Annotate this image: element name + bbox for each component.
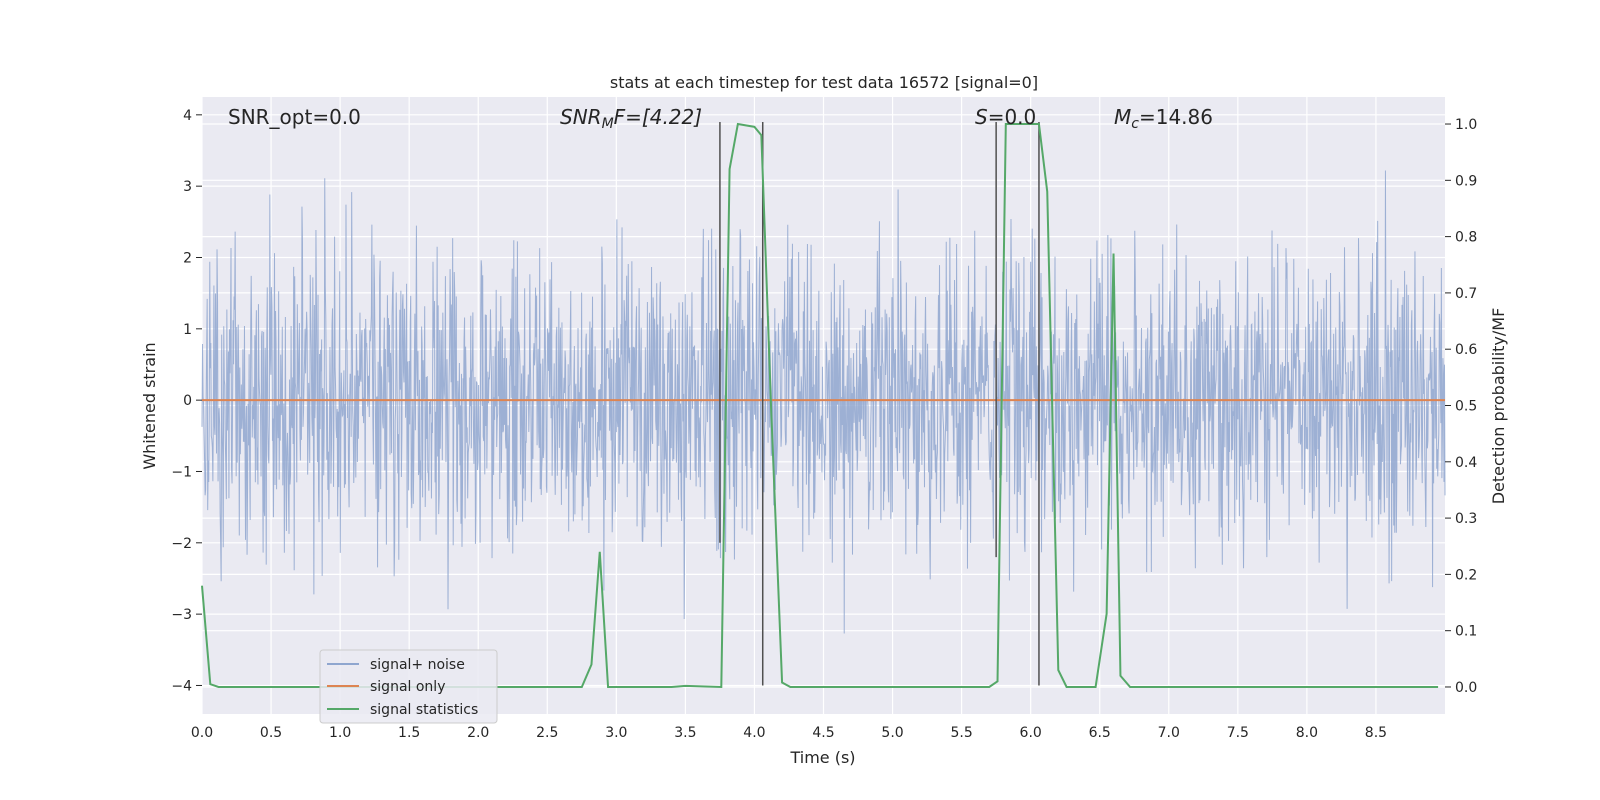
signal-plus-noise-line: [201, 170, 1446, 634]
x-tick-label: 6.0: [1020, 725, 1042, 741]
x-axis-ticks: 0.0 0.5 1.0 1.5 2.0 2.5 3.0 3.5 4.0 4.5 5.0 5.5 6.0 6…: [191, 725, 1387, 741]
y2-tick-label: 0.5: [1455, 399, 1477, 415]
x-tick-label: 8.5: [1365, 725, 1387, 741]
y2-tick-label: 0.8: [1455, 230, 1477, 246]
annotation-s-symbol: S: [975, 105, 988, 129]
vertical-markers: [719, 121, 1040, 686]
y2-tick-label: 0.7: [1455, 286, 1477, 302]
legend-label-signal-plus-noise: signal+ noise: [370, 657, 465, 673]
x-tick-label: 0.0: [191, 725, 213, 741]
y-axis-ticks-left: 4 3 2 1 0 −1 −2 −3 −4: [171, 108, 202, 694]
x-tick-label: 2.5: [536, 725, 558, 741]
annotation-snr-mf-subscript: M: [602, 116, 614, 132]
annotation-snr-mf: SNRMF=[4.22]: [560, 105, 702, 132]
y-tick-label: −4: [171, 678, 192, 694]
x-tick-label: 3.5: [674, 725, 696, 741]
legend-label-signal-statistics: signal statistics: [370, 702, 478, 718]
chart-title: stats at each timestep for test data 165…: [610, 73, 1038, 92]
grid: [201, 97, 1445, 714]
y-tick-label: −1: [171, 464, 192, 480]
annotation-snr-mf-symbol: SNR: [560, 105, 602, 129]
x-tick-label: 8.0: [1296, 725, 1318, 741]
y2-tick-label: 0.0: [1455, 680, 1477, 696]
annotation-mc-subscript: c: [1131, 116, 1139, 132]
annotation-snr-opt: SNR_opt=0.0: [228, 105, 361, 129]
annotation-s: S=0.0: [975, 105, 1036, 129]
y2-tick-label: 0.6: [1455, 342, 1477, 358]
x-tick-label: 3.0: [605, 725, 627, 741]
series-signal-statistics: [201, 122, 1439, 689]
y2-tick-label: 0.9: [1455, 173, 1477, 189]
x-tick-label: 5.0: [881, 725, 903, 741]
y-tick-label: 0: [183, 393, 192, 409]
y-axis-label-left: Whitened strain: [140, 342, 159, 469]
annotation-snr-mf-f: F=[4.22]: [614, 105, 702, 129]
x-tick-label: 6.5: [1089, 725, 1111, 741]
x-tick-label: 5.5: [950, 725, 972, 741]
y2-tick-label: 0.2: [1455, 567, 1477, 583]
x-tick-label: 7.5: [1227, 725, 1249, 741]
y2-tick-label: 0.3: [1455, 511, 1477, 527]
y-tick-label: −3: [171, 607, 192, 623]
y-tick-label: 3: [183, 179, 192, 195]
y-axis-ticks-right: 1.0 0.9 0.8 0.7 0.6 0.5 0.4 0.3 0.2 0.1 0.0: [1445, 117, 1477, 696]
y-tick-label: 2: [183, 250, 192, 266]
series-signal-plus-noise: [201, 170, 1446, 634]
x-tick-label: 7.0: [1158, 725, 1180, 741]
signal-statistics-line: [201, 122, 1439, 689]
x-axis-label: Time (s): [789, 748, 855, 767]
y2-tick-label: 0.1: [1455, 624, 1477, 640]
x-tick-label: 4.5: [812, 725, 834, 741]
y-tick-label: 1: [183, 322, 192, 338]
y-tick-label: −2: [171, 536, 192, 552]
y-tick-label: 4: [183, 108, 192, 124]
y-axis-label-right: Detection probability/MF: [1489, 308, 1508, 505]
x-tick-label: 0.5: [260, 725, 282, 741]
x-tick-label: 2.0: [467, 725, 489, 741]
legend: signal+ noise signal only signal statist…: [319, 649, 498, 724]
annotation-s-value: =0.0: [988, 105, 1037, 129]
y2-tick-label: 1.0: [1455, 117, 1477, 133]
legend-box: [319, 649, 498, 724]
annotation-mc-value: =14.86: [1139, 105, 1213, 129]
x-tick-label: 4.0: [743, 725, 765, 741]
y2-tick-label: 0.4: [1455, 455, 1477, 471]
x-tick-label: 1.5: [398, 725, 420, 741]
annotation-mc-symbol: M: [1114, 105, 1131, 129]
x-tick-label: 1.0: [329, 725, 351, 741]
legend-label-signal-only: signal only: [370, 679, 445, 695]
annotation-mc: Mc=14.86: [1114, 105, 1213, 132]
